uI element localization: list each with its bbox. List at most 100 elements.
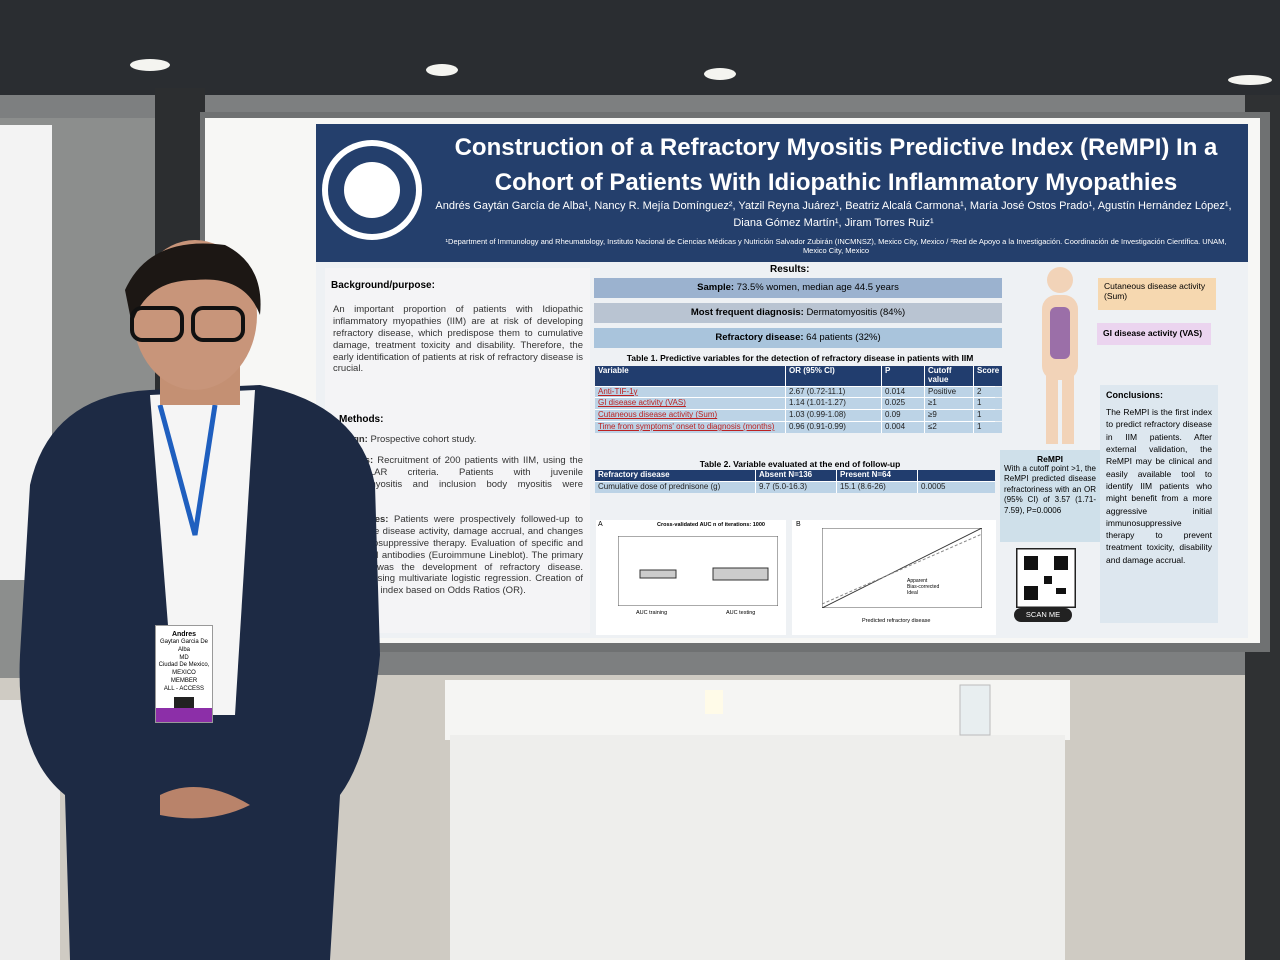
table-cell: 0.96 (0.91-0.99)	[786, 421, 881, 433]
ceiling-light	[704, 68, 736, 80]
axis-label: AUC testing	[726, 610, 756, 616]
table-cell: OR (95% CI)	[786, 366, 881, 386]
result-value: Dermatomyositis (84%)	[806, 307, 906, 318]
table-cell: 1.14 (1.01-1.27)	[786, 398, 881, 410]
ceiling-light	[1228, 75, 1272, 85]
legend-entry: Apparent	[907, 578, 928, 584]
left-column: Background/purpose: An important proport…	[325, 268, 590, 633]
water-bottle	[959, 684, 991, 736]
qr-label: SCAN ME	[1014, 608, 1072, 622]
presenter	[19, 240, 381, 960]
badge-access: ALL - ACCESS	[163, 685, 205, 692]
table-cell: 0.09	[882, 410, 924, 421]
result-label: Refractory disease:	[715, 332, 804, 343]
badge-full-name: Gaytan Garcia De Alba	[159, 639, 209, 653]
table-cell: ≥1	[925, 398, 973, 410]
table-cell: Cumulative dose of prednisone (g)	[595, 481, 755, 493]
badge-degree: MD	[179, 654, 189, 661]
table-cell: Positive	[925, 386, 973, 398]
badge-location: Ciudad De Mexico, MEXICO	[158, 662, 210, 677]
badge-name: Andres	[171, 631, 197, 638]
result-value: 64 patients (32%)	[806, 332, 881, 343]
legend-entry: Ideal	[907, 590, 918, 596]
poster-affiliation: ¹Department of Immunology and Rheumatolo…	[445, 237, 1227, 256]
table-cell: Time from symptoms' onset to diagnosis (…	[595, 421, 785, 433]
table-cell: 2	[974, 386, 1003, 398]
table-cell: 1.03 (0.99-1.08)	[786, 410, 881, 421]
figure-a: A Cross-validated AUC n of iterations: 1…	[596, 520, 786, 635]
table-cell: 0.0005	[918, 481, 995, 493]
institution-logo	[322, 140, 422, 240]
ceiling-light	[426, 64, 458, 76]
section-text: The ReMPI is the first index to predict …	[1106, 407, 1212, 565]
table-cell: 2.67 (0.72-11.1)	[786, 386, 881, 398]
result-value: 73.5% women, median age 44.5 years	[736, 282, 899, 293]
cup	[705, 690, 723, 714]
result-bar: Refractory disease: 64 patients (32%)	[594, 328, 1002, 348]
table-title: Table 2. Variable evaluated at the end o…	[699, 459, 901, 469]
table-cell: 1	[974, 398, 1003, 410]
table-cell: Refractory disease	[595, 470, 755, 481]
badge-member: MEMBER	[170, 678, 198, 685]
table-cell: Cutoff value	[925, 366, 973, 386]
table-cell: ≤2	[925, 421, 973, 433]
ceiling-light	[130, 59, 170, 71]
figure-letter: B	[796, 521, 801, 528]
table-title: Table 1. Predictive variables for the de…	[626, 353, 974, 363]
table-cell: Anti-TIF-1γ	[595, 386, 785, 398]
result-label: Sample:	[697, 282, 735, 293]
table-cell: 1	[974, 421, 1003, 433]
table-cell: Cutaneous disease activity (Sum)	[595, 410, 785, 421]
table-cell: 0.004	[882, 421, 924, 433]
poster-header: Construction of a Refractory Myositis Pr…	[316, 124, 1248, 262]
table-cell: 0.025	[882, 398, 924, 410]
figure-title: Cross-validated AUC n of iterations: 100…	[657, 522, 765, 528]
table-cell: P	[882, 366, 924, 386]
axis-label: Predicted refractory disease	[862, 618, 931, 624]
section-heading: Conclusions:	[1106, 390, 1164, 400]
table-cell: GI disease activity (VAS)	[595, 398, 785, 410]
table-cell: 9.7 (5.0-16.3)	[756, 481, 836, 493]
table-cell: 1	[974, 410, 1003, 421]
table-cell: Score	[974, 366, 1003, 386]
poster-title: Construction of a Refractory Myositis Pr…	[454, 134, 1218, 196]
name-badge: Andres Gaytan Garcia De Alba MD Ciudad D…	[155, 625, 213, 723]
section-heading: Background/purpose:	[331, 280, 435, 291]
figure-letter: A	[598, 521, 603, 528]
table-cell: 0.014	[882, 386, 924, 398]
diagram-label: Cutaneous disease activity (Sum)	[1098, 278, 1216, 310]
section-heading: Methods:	[339, 414, 384, 425]
result-bar: Most frequent diagnosis: Dermatomyositis…	[594, 303, 1002, 323]
table-skirt	[450, 735, 1065, 960]
table-1: Variable OR (95% CI) P Cutoff value Score Ant…	[595, 366, 1003, 433]
boxplot	[618, 536, 778, 606]
rempi-heading: ReMPI	[1037, 454, 1063, 464]
table-cell	[918, 470, 995, 481]
legend-entry: Bias-corrected	[907, 584, 940, 590]
table-cell: Variable	[595, 366, 785, 386]
section-heading: Results:	[770, 264, 810, 275]
table-cell: ≥9	[925, 410, 973, 421]
badge-strip	[156, 708, 212, 722]
poster-authors: Andrés Gaytán García de Alba¹, Nancy R. …	[435, 200, 1232, 229]
body-diagram	[1042, 267, 1078, 444]
result-bar: Sample: 73.5% women, median age 44.5 yea…	[594, 278, 1002, 298]
table-cell: Absent N=136	[756, 470, 836, 481]
qr-code	[1016, 548, 1076, 608]
axis-label: AUC training	[636, 610, 668, 616]
ceiling	[0, 0, 1280, 100]
table-cell: 15.1 (8.6-26)	[837, 481, 917, 493]
conclusions-box: Conclusions: The ReMPI is the first inde…	[1100, 385, 1218, 623]
figure-b: B Apparent Bias-corrected Ideal Predicte…	[792, 520, 996, 635]
calibration-plot	[822, 528, 982, 608]
table-2: Refractory disease Absent N=136 Present N=…	[595, 470, 995, 493]
section-text: An important proportion of patients with…	[333, 304, 583, 375]
methods-text: Prospective cohort study.	[370, 434, 477, 445]
diagram-label: GI disease activity (VAS)	[1097, 323, 1211, 345]
rempi-box: ReMPI With a cutoff point >1, the ReMPI …	[1000, 450, 1100, 542]
result-label: Most frequent diagnosis:	[690, 307, 804, 318]
rempi-text: With a cutoff point >1, the ReMPI predic…	[1004, 464, 1096, 515]
